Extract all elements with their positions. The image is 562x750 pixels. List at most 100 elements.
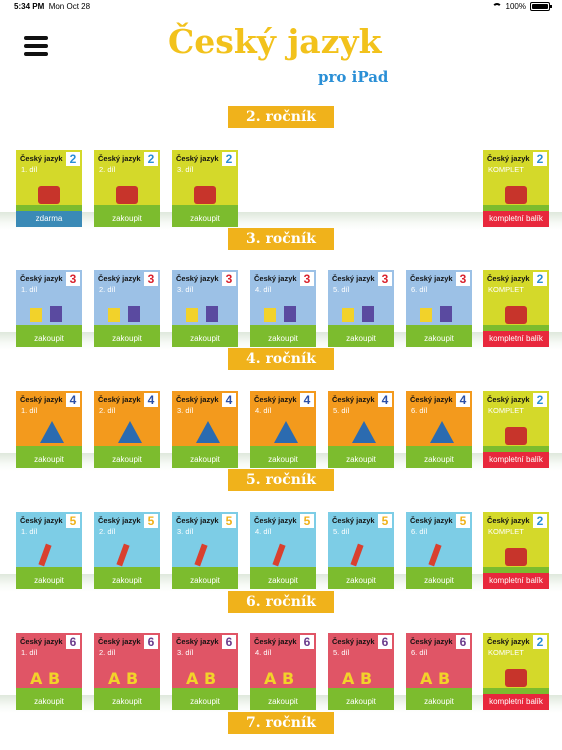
book-card[interactable]: Český jazyk 1. díl 6 A B zakoupit bbox=[16, 633, 82, 710]
hamburger-menu-icon[interactable] bbox=[24, 36, 48, 56]
book-card[interactable]: Český jazyk 5. díl 6 A B zakoupit bbox=[328, 633, 394, 710]
cover-title: Český jazyk bbox=[410, 637, 453, 646]
cover-title: Český jazyk bbox=[410, 274, 453, 283]
buy-button[interactable]: zakoupit bbox=[16, 573, 82, 589]
buy-button[interactable]: zakoupit bbox=[16, 694, 82, 710]
grade-number: 5 bbox=[144, 514, 158, 528]
book-card[interactable]: Český jazyk 2. díl 5 zakoupit bbox=[94, 512, 160, 589]
grade-label-3: 3. ročník bbox=[228, 228, 334, 250]
grade-number: 6 bbox=[300, 635, 314, 649]
buy-button[interactable]: zakoupit bbox=[250, 573, 316, 589]
cover-title: Český jazyk bbox=[487, 395, 530, 404]
komplet-button[interactable]: kompletní balík bbox=[483, 452, 549, 468]
book-card[interactable]: Český jazyk 6. díl 5 zakoupit bbox=[406, 512, 472, 589]
grass-strip bbox=[172, 688, 238, 694]
buy-button[interactable]: zakoupit bbox=[328, 452, 394, 468]
buy-button[interactable]: zakoupit bbox=[172, 573, 238, 589]
book-card[interactable]: Český jazyk 3. díl 4 zakoupit bbox=[172, 391, 238, 468]
grade-number: 3 bbox=[378, 272, 392, 286]
buy-button[interactable]: zakoupit bbox=[328, 331, 394, 347]
book-card[interactable]: Český jazyk 5. díl 5 zakoupit bbox=[328, 512, 394, 589]
grade-number: 3 bbox=[222, 272, 236, 286]
book-card[interactable]: Český jazyk 2. díl 2 zakoupit bbox=[94, 150, 160, 227]
buy-button[interactable]: zakoupit bbox=[172, 452, 238, 468]
grass-strip bbox=[16, 205, 82, 211]
cover-part: 5. díl bbox=[333, 527, 350, 536]
book-card[interactable]: Český jazyk 3. díl 5 zakoupit bbox=[172, 512, 238, 589]
buy-button[interactable]: zakoupit bbox=[16, 331, 82, 347]
komplet-card[interactable]: Český jazyk KOMPLET 2 kompletní balík bbox=[483, 391, 549, 468]
book-card[interactable]: Český jazyk 6. díl 3 zakoupit bbox=[406, 270, 472, 347]
book-card[interactable]: Český jazyk 1. díl 2 zdarma bbox=[16, 150, 82, 227]
grade-label-7: 7. ročník bbox=[228, 712, 334, 734]
book-card[interactable]: Český jazyk 4. díl 3 zakoupit bbox=[250, 270, 316, 347]
book-card[interactable]: Český jazyk 6. díl 4 zakoupit bbox=[406, 391, 472, 468]
komplet-card[interactable]: Český jazyk KOMPLET 2 kompletní balík bbox=[483, 150, 549, 227]
grade-number: 2 bbox=[533, 393, 547, 407]
komplet-card[interactable]: Český jazyk KOMPLET 2 kompletní balík bbox=[483, 512, 549, 589]
cover-title: Český jazyk bbox=[254, 274, 297, 283]
cover-title: Český jazyk bbox=[98, 154, 141, 163]
free-button[interactable]: zdarma bbox=[16, 211, 82, 227]
buy-button[interactable]: zakoupit bbox=[172, 211, 238, 227]
cover-part: 5. díl bbox=[333, 285, 350, 294]
grade-number: 4 bbox=[456, 393, 470, 407]
komplet-button[interactable]: kompletní balík bbox=[483, 573, 549, 589]
buy-button[interactable]: zakoupit bbox=[406, 452, 472, 468]
buy-button[interactable]: zakoupit bbox=[16, 452, 82, 468]
book-card[interactable]: Český jazyk 3. díl 6 A B zakoupit bbox=[172, 633, 238, 710]
komplet-button[interactable]: kompletní balík bbox=[483, 331, 549, 347]
buy-button[interactable]: zakoupit bbox=[94, 694, 160, 710]
book-card[interactable]: Český jazyk 3. díl 2 zakoupit bbox=[172, 150, 238, 227]
book-card[interactable]: Český jazyk 4. díl 4 zakoupit bbox=[250, 391, 316, 468]
cover-illustration bbox=[172, 417, 238, 447]
battery-icon bbox=[530, 2, 552, 11]
buy-button[interactable]: zakoupit bbox=[172, 331, 238, 347]
buy-button[interactable]: zakoupit bbox=[250, 452, 316, 468]
book-card[interactable]: Český jazyk 2. díl 6 A B zakoupit bbox=[94, 633, 160, 710]
book-card[interactable]: Český jazyk 1. díl 3 zakoupit bbox=[16, 270, 82, 347]
cover-illustration bbox=[406, 538, 472, 568]
grass-strip bbox=[16, 446, 82, 452]
logo-title: Český jazyk bbox=[168, 22, 382, 61]
grade-number: 6 bbox=[456, 635, 470, 649]
status-time: 5:34 PM Mon Oct 28 bbox=[14, 2, 91, 11]
book-card[interactable]: Český jazyk 5. díl 4 zakoupit bbox=[328, 391, 394, 468]
cover-illustration bbox=[16, 538, 82, 568]
komplet-button[interactable]: kompletní balík bbox=[483, 694, 549, 710]
grade-number: 2 bbox=[66, 152, 80, 166]
komplet-card[interactable]: Český jazyk KOMPLET 2 kompletní balík bbox=[483, 633, 549, 710]
grade-number: 6 bbox=[144, 635, 158, 649]
buy-button[interactable]: zakoupit bbox=[94, 452, 160, 468]
cover-title: Český jazyk bbox=[176, 154, 219, 163]
cover-part: 3. díl bbox=[177, 285, 194, 294]
buy-button[interactable]: zakoupit bbox=[250, 694, 316, 710]
book-card[interactable]: Český jazyk 4. díl 5 zakoupit bbox=[250, 512, 316, 589]
buy-button[interactable]: zakoupit bbox=[406, 331, 472, 347]
book-card[interactable]: Český jazyk 1. díl 4 zakoupit bbox=[16, 391, 82, 468]
cover-illustration: A B bbox=[108, 669, 139, 688]
book-card[interactable]: Český jazyk 2. díl 3 zakoupit bbox=[94, 270, 160, 347]
cover-part: 4. díl bbox=[255, 527, 272, 536]
book-card[interactable]: Český jazyk 6. díl 6 A B zakoupit bbox=[406, 633, 472, 710]
book-card[interactable]: Český jazyk 3. díl 3 zakoupit bbox=[172, 270, 238, 347]
komplet-button[interactable]: kompletní balík bbox=[483, 211, 549, 227]
buy-button[interactable]: zakoupit bbox=[328, 573, 394, 589]
cover-title: Český jazyk bbox=[98, 274, 141, 283]
buy-button[interactable]: zakoupit bbox=[94, 573, 160, 589]
book-card[interactable]: Český jazyk 2. díl 4 zakoupit bbox=[94, 391, 160, 468]
buy-button[interactable]: zakoupit bbox=[406, 573, 472, 589]
grade-number: 4 bbox=[66, 393, 80, 407]
book-card[interactable]: Český jazyk 5. díl 3 zakoupit bbox=[328, 270, 394, 347]
komplet-card[interactable]: Český jazyk KOMPLET 2 kompletní balík bbox=[483, 270, 549, 347]
cover-illustration: A B bbox=[30, 669, 61, 688]
buy-button[interactable]: zakoupit bbox=[406, 694, 472, 710]
buy-button[interactable]: zakoupit bbox=[172, 694, 238, 710]
buy-button[interactable]: zakoupit bbox=[94, 211, 160, 227]
book-card[interactable]: Český jazyk 4. díl 6 A B zakoupit bbox=[250, 633, 316, 710]
buy-button[interactable]: zakoupit bbox=[250, 331, 316, 347]
buy-button[interactable]: zakoupit bbox=[94, 331, 160, 347]
grass-strip bbox=[250, 325, 316, 331]
book-card[interactable]: Český jazyk 1. díl 5 zakoupit bbox=[16, 512, 82, 589]
buy-button[interactable]: zakoupit bbox=[328, 694, 394, 710]
